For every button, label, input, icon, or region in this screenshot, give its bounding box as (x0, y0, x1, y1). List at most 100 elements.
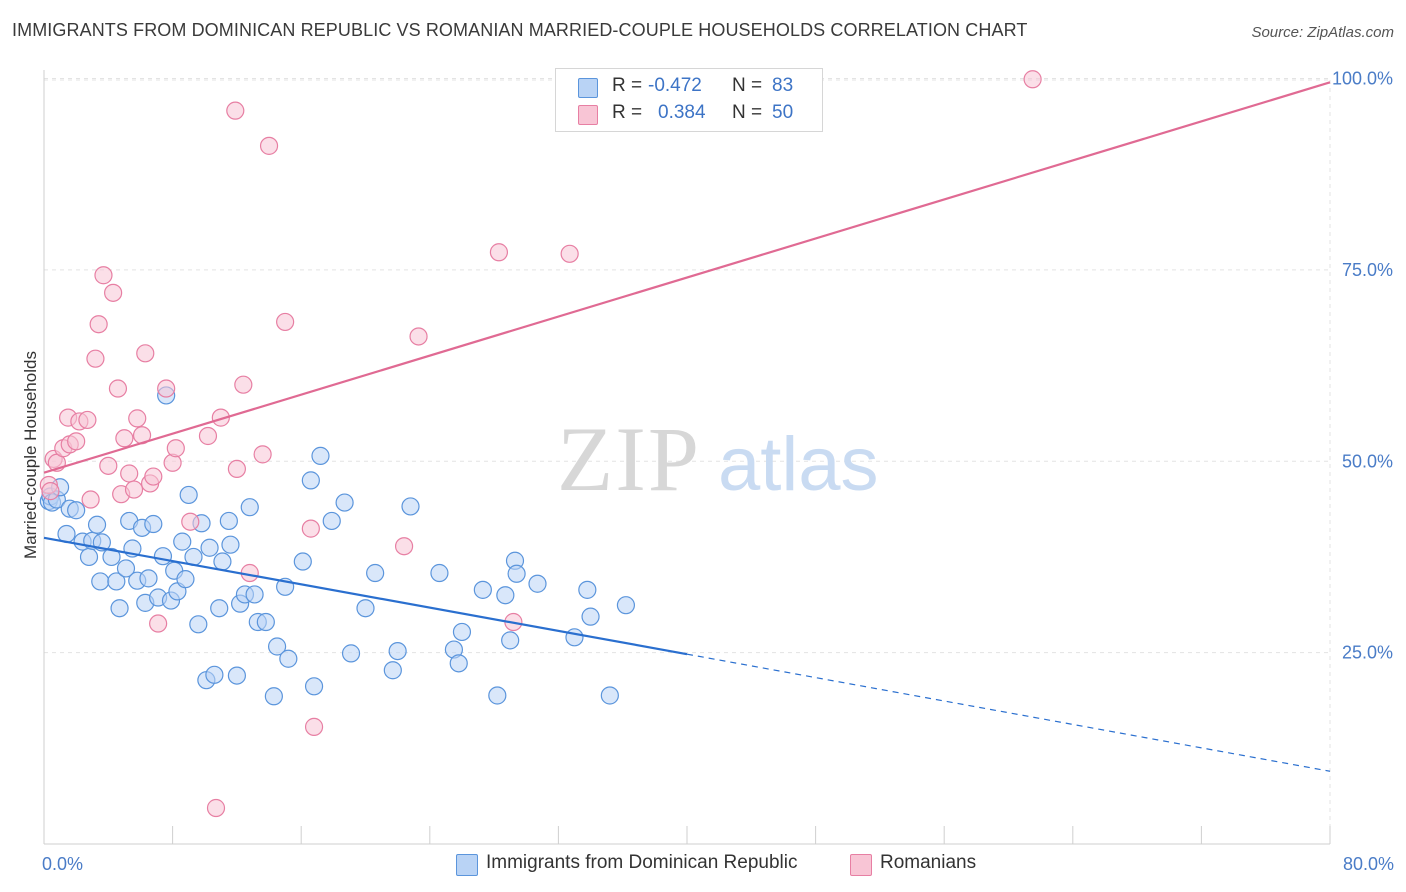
point-dominican (176, 570, 195, 589)
point-dominican (600, 686, 619, 705)
correlation-legend: R = -0.472 N = 83 R = 0.384 N = 50 (555, 68, 823, 132)
point-dominican (240, 498, 259, 517)
y-tick-label: 100.0% (1332, 69, 1393, 89)
point-dominican (341, 644, 361, 663)
point-dominican (473, 580, 492, 599)
point-dominican (144, 514, 163, 534)
point-romanian (78, 410, 97, 430)
watermark-atlas: atlas (718, 422, 879, 507)
point-romanian (67, 432, 86, 451)
point-dominican (219, 511, 238, 531)
point-dominican (388, 641, 407, 661)
point-dominican (210, 599, 229, 618)
point-dominican (116, 559, 136, 578)
point-romanian (120, 464, 139, 483)
series-legend-label: Romanians (880, 852, 977, 873)
point-dominican (179, 485, 198, 505)
point-romanian (198, 426, 218, 446)
point-dominican (401, 497, 420, 516)
point-romanian (149, 614, 168, 633)
point-dominican (153, 547, 173, 566)
point-romanian (166, 439, 185, 458)
axes (43, 70, 1331, 845)
point-dominican (139, 569, 158, 588)
watermark: ZIP atlas (557, 408, 879, 510)
point-dominican (383, 661, 402, 680)
y-tick-label: 25.0% (1342, 643, 1393, 663)
point-dominican (581, 607, 600, 626)
point-dominican (488, 686, 507, 705)
point-dominican (67, 501, 86, 520)
series-legend-swatch-blue (456, 854, 478, 876)
legend-n-value: 50 (772, 102, 794, 123)
legend-n-value: 83 (772, 75, 794, 96)
watermark-zip: ZIP (557, 408, 701, 510)
trend-line-dominican-extension (686, 653, 1331, 772)
point-dominican (267, 637, 287, 656)
x-tick-label: 0.0% (42, 854, 83, 874)
point-dominican (256, 612, 275, 632)
point-dominican (87, 515, 107, 534)
point-dominican (449, 654, 468, 673)
y-axis-title: Married-couple Households (21, 351, 40, 559)
point-romanian (86, 349, 105, 368)
point-romanian (157, 379, 176, 398)
point-dominican (79, 547, 99, 567)
legend-n-label: N = (732, 102, 763, 123)
point-romanian (259, 136, 279, 155)
point-dominican (245, 585, 264, 604)
point-romanian (136, 344, 155, 363)
point-romanian (144, 467, 163, 486)
point-dominican (227, 666, 246, 685)
point-romanian (181, 512, 200, 531)
trend-line-dominican (43, 536, 688, 656)
point-dominican (107, 572, 126, 591)
point-romanian (89, 315, 108, 334)
point-dominican (213, 552, 232, 571)
point-romanian (394, 537, 414, 556)
point-dominican (189, 615, 208, 634)
point-dominican (578, 580, 597, 599)
point-dominican (304, 677, 324, 696)
point-dominican (91, 572, 110, 591)
point-dominican (501, 631, 520, 650)
point-romanian (226, 101, 245, 120)
point-dominican (205, 665, 224, 684)
legend-r-label: R = (612, 102, 643, 123)
point-dominican (301, 471, 320, 490)
point-dominican (173, 532, 192, 551)
point-romanian (115, 429, 134, 448)
source-label: Source: ZipAtlas.com (1251, 24, 1394, 41)
point-dominican (279, 649, 298, 668)
point-dominican (322, 511, 341, 531)
point-romanian (81, 490, 100, 509)
point-romanian (276, 312, 295, 332)
point-dominican (110, 599, 129, 618)
point-dominican (616, 596, 636, 615)
point-romanian (560, 244, 579, 263)
point-dominican (452, 622, 472, 642)
point-dominican (356, 599, 375, 618)
y-tick-label: 75.0% (1342, 260, 1393, 280)
point-romanian (41, 482, 60, 501)
legend-r-value: 0.384 (658, 102, 706, 123)
point-dominican (496, 586, 515, 605)
point-romanian (1023, 70, 1042, 89)
point-romanian (301, 519, 320, 538)
point-romanian (304, 717, 324, 736)
point-dominican (311, 446, 330, 465)
series-legend-swatch-pink (850, 854, 872, 876)
tick-labels: 25.0% 50.0% 75.0% 100.0% 0.0% 80.0% (42, 69, 1394, 875)
point-romanian (253, 445, 272, 464)
trend-line-romanian (43, 81, 1331, 474)
legend-n-label: N = (732, 75, 763, 96)
point-romanian (124, 480, 144, 499)
legend-r-value: -0.472 (648, 75, 702, 96)
point-dominican (200, 538, 219, 557)
point-dominican (335, 493, 354, 512)
point-romanian (489, 243, 509, 262)
point-dominican (366, 563, 385, 583)
point-romanian (206, 798, 226, 818)
point-romanian (128, 409, 147, 428)
